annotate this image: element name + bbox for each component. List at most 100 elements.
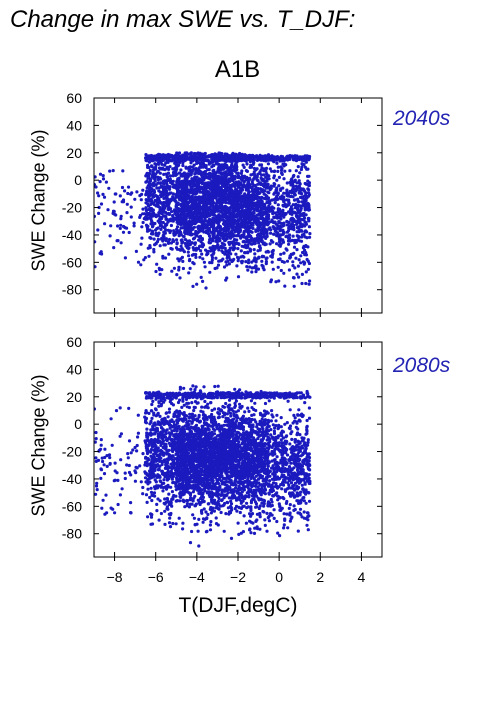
scatter-point <box>205 200 209 205</box>
scatter-point <box>252 248 256 252</box>
scatter-point <box>260 177 264 182</box>
scatter-point <box>145 192 150 196</box>
scatter-point <box>307 208 311 212</box>
scatter-point <box>138 213 142 218</box>
scatter-point <box>287 242 291 246</box>
scatter-point <box>201 279 205 283</box>
scatter-point <box>255 193 259 197</box>
scatter-point <box>264 260 268 264</box>
scatter-point <box>150 230 154 234</box>
y-tick-label: 20 <box>66 145 82 161</box>
scatter-point <box>176 210 180 214</box>
scatter-point <box>217 236 222 240</box>
scatter-point <box>282 251 286 255</box>
scatter-point <box>133 469 137 473</box>
scatter-point <box>152 491 157 495</box>
scatter-point <box>253 172 257 177</box>
scatter-point <box>300 195 304 199</box>
scatter-point <box>170 431 174 435</box>
scatter-point <box>167 431 171 435</box>
scatter-point <box>195 220 199 224</box>
scatter-point <box>228 241 232 245</box>
scatter-point <box>213 208 217 212</box>
scatter-point <box>219 259 224 263</box>
scatter-point <box>221 250 225 255</box>
scatter-point <box>230 177 234 181</box>
scatter-point <box>158 176 162 180</box>
scatter-point <box>99 443 103 447</box>
scatter-point <box>194 169 198 173</box>
scatter-point <box>239 236 243 240</box>
scatter-point <box>265 210 269 214</box>
scatter-point <box>193 195 197 199</box>
scatter-point <box>188 266 192 270</box>
scatter-point <box>136 260 141 264</box>
scatter-point <box>121 169 125 173</box>
scatter-point <box>204 286 208 290</box>
scatter-point <box>201 228 205 232</box>
scatter-point <box>184 205 189 209</box>
scatter-point <box>165 421 169 425</box>
scatter-point <box>282 191 286 195</box>
scatter-point <box>177 189 181 193</box>
scatter-point <box>155 262 159 266</box>
scatter-point <box>118 406 122 410</box>
scatter-point <box>171 443 175 447</box>
scatter-point <box>221 246 226 250</box>
scatter-point <box>279 252 283 256</box>
scatter-point <box>178 198 182 202</box>
scatter-point <box>190 200 194 204</box>
scatter-point <box>143 256 147 260</box>
scatter-point <box>278 237 282 241</box>
scatter-point <box>180 405 184 409</box>
scatter-point <box>205 210 209 214</box>
scatter-point <box>302 163 306 167</box>
scatter-point <box>165 165 169 169</box>
scatter-point <box>216 209 220 213</box>
scatter-point <box>145 213 149 217</box>
scatter-point <box>307 261 311 266</box>
scatter-point <box>163 420 167 424</box>
scatter-point <box>256 205 260 209</box>
scatter-point <box>268 202 272 206</box>
scatter-point <box>175 225 180 229</box>
scatter-point <box>217 190 221 194</box>
scatter-point <box>170 247 174 251</box>
scatter-point <box>281 228 285 232</box>
scatter-point <box>168 525 173 529</box>
scatter-point <box>252 259 256 263</box>
scatter-point <box>286 229 290 233</box>
scatter-point <box>301 260 306 264</box>
scatter-point <box>276 203 280 207</box>
scatter-point <box>232 240 236 244</box>
scatter-point <box>278 233 282 237</box>
scatter-point <box>156 473 160 477</box>
scatter-point <box>116 224 120 228</box>
scatter-point <box>256 232 261 236</box>
scatter-point <box>186 207 190 211</box>
scatter-point <box>228 166 232 170</box>
scatter-point <box>148 244 152 248</box>
scatter-point <box>179 181 183 185</box>
scatter-point <box>205 193 209 197</box>
scatter-point <box>274 222 278 226</box>
scatter-point <box>169 511 173 516</box>
scatter-point <box>171 179 175 183</box>
scatter-point <box>246 193 250 197</box>
scatter-point <box>119 214 123 218</box>
scatter-point <box>154 162 158 166</box>
scatter-point <box>206 213 210 217</box>
scatter-point <box>175 242 179 246</box>
scatter-point <box>184 219 188 223</box>
scatter-point <box>213 194 217 198</box>
scatter-point <box>282 260 286 264</box>
scatter-point <box>178 232 182 236</box>
scatter-point <box>146 435 150 439</box>
scatter-point <box>161 220 165 225</box>
scatter-point <box>162 172 166 176</box>
scatter-point <box>240 209 245 213</box>
scatter-point <box>160 215 164 219</box>
scatter-point <box>158 207 162 211</box>
scatter-point <box>183 214 187 218</box>
scatter-point <box>146 515 150 519</box>
